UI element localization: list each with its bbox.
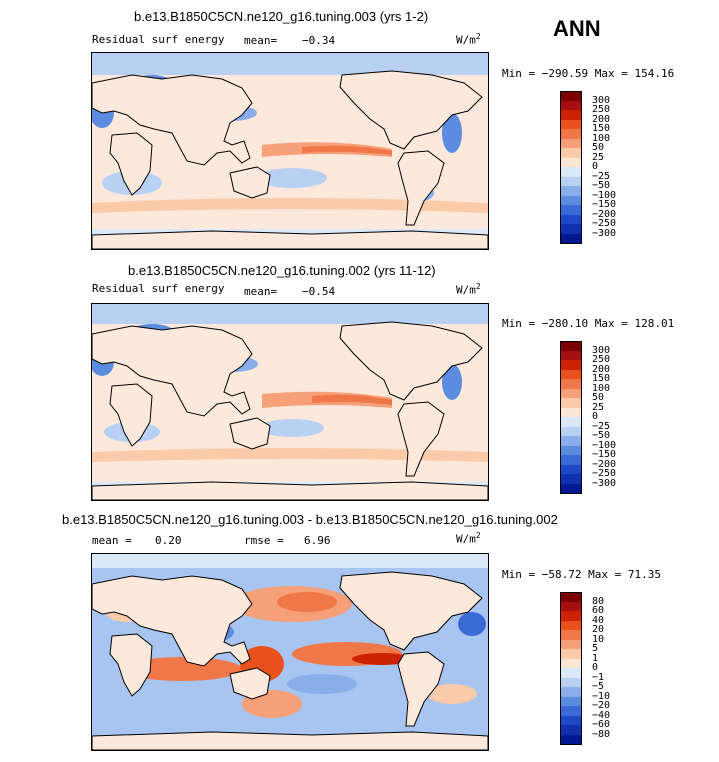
panel3-rmse-value: 6.96: [304, 534, 331, 547]
colorbar-tick-label: −200: [592, 458, 617, 470]
colorbar-tick-label: −50: [592, 180, 611, 191]
colorbar-tick-label: 1: [592, 652, 599, 664]
colorbar-tick-label: −60: [592, 719, 611, 730]
colorbar-tick-label: 0: [592, 161, 599, 172]
panel2-units: W/m2: [456, 282, 481, 297]
colorbar-tick-label: 0: [592, 411, 599, 422]
colorbar-tick-label: 50: [592, 142, 605, 153]
colorbar-box: [560, 483, 582, 494]
panel3-units: W/m2: [456, 531, 481, 546]
panel3-map: [91, 553, 489, 751]
colorbar-tick-label: 50: [592, 392, 605, 403]
colorbar-tick-label: −100: [592, 439, 617, 451]
colorbar-tick-label: 5: [592, 643, 599, 654]
colorbar-tick-label: −100: [592, 189, 617, 201]
season-label: ANN: [553, 16, 601, 41]
panel3-mean-value: 0.20: [155, 534, 182, 547]
colorbar-tick-label: −80: [592, 728, 611, 740]
panel3-map-svg: [92, 554, 488, 750]
colorbar-tick-label: 100: [592, 132, 611, 144]
colorbar-tick-label: −150: [592, 449, 617, 460]
colorbar-tick-label: 100: [592, 382, 611, 394]
colorbar-tick-label: −250: [592, 218, 617, 229]
colorbar-tick-label: 200: [592, 113, 611, 125]
colorbar-tick-label: 250: [592, 354, 611, 365]
colorbar-tick-label: −1: [592, 671, 605, 683]
panel1-map: [91, 52, 489, 250]
colorbar-tick-label: −200: [592, 208, 617, 220]
colorbar-box: [560, 233, 582, 244]
panel2-map-svg: [92, 304, 488, 500]
colorbar-tick-label: 250: [592, 104, 611, 115]
panel3-title: b.e13.B1850C5CN.ne120_g16.tuning.003 - b…: [62, 512, 558, 527]
colorbar-tick-label: −25: [592, 170, 611, 182]
colorbar-tick-label: 200: [592, 363, 611, 375]
colorbar-tick-label: −50: [592, 430, 611, 441]
panel2-mean-value: −0.54: [302, 285, 336, 298]
panel3-minmax: Min = −58.72 Max = 71.35: [502, 568, 661, 581]
panel3-mean-label: mean =: [92, 534, 132, 547]
colorbar-tick-label: 10: [592, 633, 605, 645]
colorbar-tick-label: 0: [592, 662, 599, 673]
colorbar-tick-label: 40: [592, 614, 605, 626]
panel2-minmax: Min = −280.10 Max = 128.01: [502, 317, 675, 330]
panel2-title: b.e13.B1850C5CN.ne120_g16.tuning.002 (yr…: [128, 263, 436, 278]
colorbar-tick-label: 300: [592, 344, 611, 356]
colorbar-tick-label: −5: [592, 681, 605, 692]
colorbar-box: [560, 734, 582, 745]
colorbar-tick-label: −150: [592, 199, 617, 210]
colorbar-tick-label: 25: [592, 151, 605, 163]
colorbar-tick-label: −10: [592, 690, 611, 702]
colorbar-tick-label: −25: [592, 420, 611, 432]
colorbar-tick-label: −250: [592, 468, 617, 479]
panel1-mean-value: −0.34: [302, 34, 336, 47]
colorbar-tick-label: −300: [592, 477, 617, 489]
colorbar-tick-label: −40: [592, 709, 611, 721]
colorbar-tick-label: 80: [592, 595, 605, 607]
colorbar-tick-label: −20: [592, 700, 611, 711]
panel2-map: [91, 303, 489, 501]
colorbar-tick-label: 300: [592, 94, 611, 106]
panel1-minmax: Min = −290.59 Max = 154.16: [502, 67, 675, 80]
colorbar-tick-label: −300: [592, 227, 617, 239]
colorbar-tick-label: 25: [592, 401, 605, 413]
panel3-rmse-label: rmse =: [244, 534, 284, 547]
colorbar-tick-label: 20: [592, 624, 605, 635]
panel1-mean-label: mean=: [244, 34, 278, 47]
colorbar-tick-label: 150: [592, 123, 611, 134]
panel2-field: Residual surf energy: [92, 282, 225, 295]
panel2-mean-label: mean=: [244, 285, 278, 298]
colorbar-tick-label: 60: [592, 605, 605, 616]
panel1-map-svg: [92, 53, 488, 249]
colorbar-tick-label: 150: [592, 373, 611, 384]
panel1-units: W/m2: [456, 32, 481, 47]
panel1-title: b.e13.B1850C5CN.ne120_g16.tuning.003 (yr…: [134, 9, 429, 24]
panel1-field: Residual surf energy: [92, 33, 225, 46]
